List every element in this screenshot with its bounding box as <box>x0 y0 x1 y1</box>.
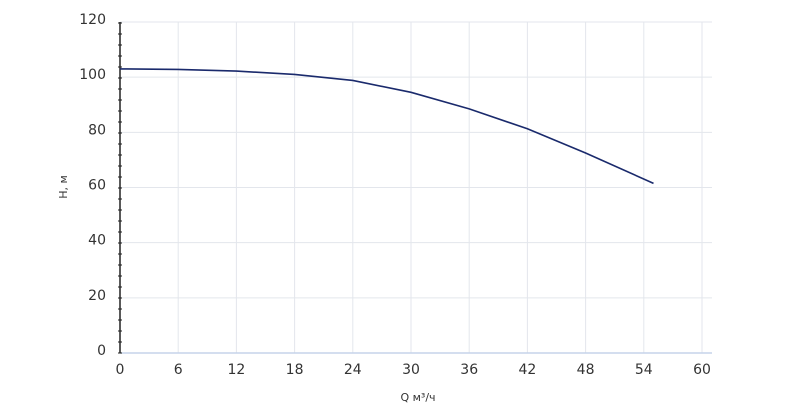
x-tick-label: 24 <box>344 362 362 378</box>
x-axis-label: Q м³/ч <box>400 391 435 404</box>
y-tick-label: 40 <box>88 233 106 249</box>
y-axis-label: H, м <box>57 175 70 199</box>
x-tick-label: 54 <box>635 362 653 378</box>
x-tick-label: 30 <box>402 362 420 378</box>
x-tick-label: 12 <box>227 362 245 378</box>
y-tick-label: 60 <box>88 178 106 194</box>
y-tick-label: 20 <box>88 288 106 304</box>
x-tick-label: 42 <box>518 362 536 378</box>
x-tick-label: 18 <box>286 362 304 378</box>
x-tick-label: 6 <box>174 362 183 378</box>
curve <box>119 68 654 185</box>
x-tick-label: 36 <box>460 362 478 378</box>
y-tick-label: 0 <box>97 343 106 359</box>
y-tick-label: 120 <box>79 12 106 28</box>
y-tick-label: 100 <box>79 67 106 83</box>
x-tick-label: 48 <box>577 362 595 378</box>
x-tick-label: 60 <box>693 362 711 378</box>
y-tick-label: 80 <box>88 122 106 138</box>
x-tick-label: 0 <box>116 362 125 378</box>
